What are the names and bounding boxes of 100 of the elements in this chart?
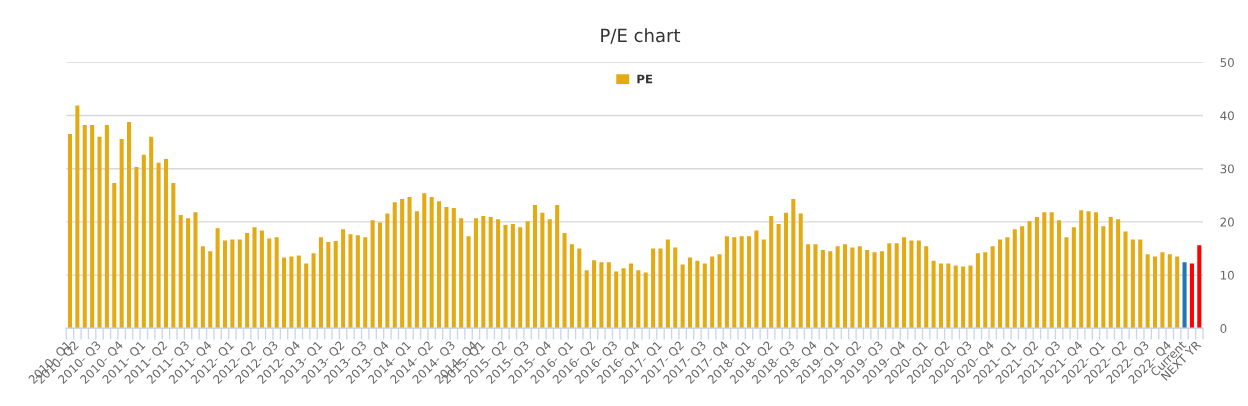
bar <box>931 260 936 329</box>
bar <box>614 271 619 329</box>
y-tick-label: 30 <box>1220 164 1234 174</box>
bar <box>592 260 597 329</box>
bar <box>503 225 508 329</box>
bar <box>879 251 884 329</box>
bar <box>1071 227 1076 329</box>
bar <box>1152 256 1158 329</box>
bar <box>983 252 988 329</box>
bar <box>296 255 301 329</box>
bar <box>208 251 213 329</box>
bar <box>237 239 242 329</box>
bar <box>990 246 995 329</box>
bar <box>961 266 966 329</box>
bar <box>1138 239 1143 329</box>
bar <box>282 257 287 329</box>
bar <box>953 265 958 329</box>
bar <box>245 233 250 329</box>
bar <box>828 251 833 329</box>
bar <box>540 212 545 329</box>
bar <box>1079 210 1084 329</box>
bar <box>341 229 346 329</box>
bar <box>163 159 168 329</box>
bar <box>1093 212 1098 329</box>
bar <box>252 227 257 329</box>
bar <box>1042 212 1047 329</box>
bar <box>621 268 626 329</box>
bar <box>968 265 973 329</box>
bar <box>267 238 272 329</box>
bar <box>518 227 523 329</box>
bar <box>451 208 456 329</box>
bar <box>481 216 486 329</box>
bar <box>946 263 951 329</box>
bar <box>798 213 803 329</box>
bar <box>1116 219 1121 329</box>
bar <box>326 242 331 329</box>
bar <box>555 204 560 329</box>
bar <box>717 254 722 329</box>
bar <box>643 272 648 329</box>
bar <box>1086 211 1091 329</box>
bar <box>1034 217 1039 329</box>
bar <box>813 244 818 329</box>
bar <box>1175 256 1180 329</box>
bar <box>355 235 360 329</box>
bar <box>385 213 390 329</box>
bar <box>496 219 501 329</box>
bar <box>687 257 693 329</box>
bar <box>1130 239 1135 329</box>
bar <box>761 239 766 329</box>
bar <box>1123 231 1128 329</box>
bar <box>215 228 220 329</box>
bar <box>141 154 146 329</box>
bar <box>916 240 921 329</box>
bar <box>149 136 154 329</box>
y-tick-label: 20 <box>1220 217 1234 227</box>
bar <box>289 256 294 329</box>
bar <box>304 263 309 329</box>
bar <box>909 240 914 329</box>
bar <box>466 236 471 329</box>
bar <box>820 250 825 329</box>
bar <box>673 247 678 329</box>
bar <box>186 218 191 329</box>
bar <box>710 256 715 329</box>
bar <box>695 260 700 329</box>
bar <box>1108 217 1113 329</box>
bar <box>1057 220 1062 329</box>
bar <box>562 233 567 329</box>
bar <box>975 253 980 329</box>
bar <box>769 216 774 329</box>
bar <box>178 214 183 329</box>
bar <box>806 244 811 329</box>
bar <box>525 221 530 329</box>
bar <box>1027 221 1032 329</box>
bar <box>222 240 228 329</box>
bar <box>200 246 205 329</box>
bar <box>835 246 840 329</box>
bar <box>1167 254 1172 329</box>
bar <box>97 136 102 329</box>
bar <box>104 125 109 329</box>
bar <box>370 220 375 329</box>
bar <box>938 263 943 329</box>
bar <box>606 262 611 329</box>
bar <box>724 236 729 329</box>
bar <box>392 202 397 329</box>
bar <box>997 239 1003 329</box>
bar <box>894 243 899 329</box>
bar <box>532 204 538 329</box>
bar <box>1020 226 1025 329</box>
bar <box>67 134 73 329</box>
bar <box>400 199 405 329</box>
bar <box>783 212 788 329</box>
bar <box>459 218 464 329</box>
bar <box>363 237 368 329</box>
bar <box>547 219 552 329</box>
bar <box>230 239 235 329</box>
bar <box>599 262 604 329</box>
bar <box>1005 237 1010 329</box>
bar <box>82 125 87 329</box>
bar <box>377 222 383 329</box>
bar <box>887 243 892 329</box>
